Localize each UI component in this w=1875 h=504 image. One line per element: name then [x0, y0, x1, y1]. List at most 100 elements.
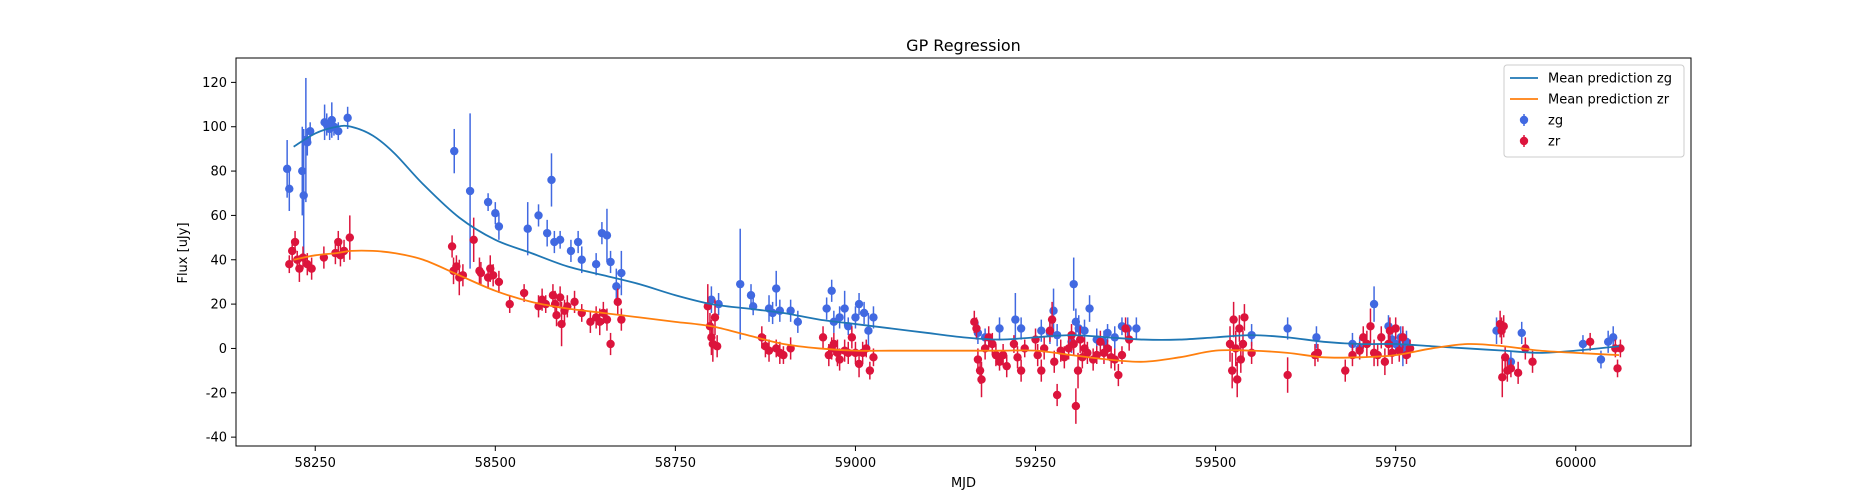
- data-point-zr: [1225, 339, 1235, 349]
- data-point-zg: [450, 146, 459, 156]
- data-point-zr: [1013, 353, 1022, 362]
- data-point-zr: [1506, 364, 1516, 373]
- data-point-zr: [1047, 315, 1057, 324]
- data-point-zr: [988, 339, 997, 349]
- data-point-zr: [287, 246, 297, 256]
- mean-prediction-lines: [293, 124, 1620, 363]
- data-point-zr: [552, 310, 561, 320]
- data-point-zr: [1103, 344, 1112, 353]
- data-point-zr: [1114, 370, 1123, 380]
- data-point-zg: [523, 224, 532, 233]
- data-point-zg: [483, 197, 493, 207]
- x-tick-label: 59750: [1375, 456, 1416, 471]
- data-point-zr: [710, 313, 720, 322]
- data-point-zg: [1080, 326, 1089, 335]
- data-point-zr: [1075, 335, 1085, 344]
- data-point-zr: [1236, 355, 1246, 364]
- data-point-zg: [864, 326, 873, 335]
- data-point-zr: [779, 350, 788, 360]
- data-point-zr: [1073, 366, 1083, 375]
- data-point-zr: [555, 293, 565, 302]
- data-point-zr: [1229, 315, 1238, 324]
- data-point-zg: [617, 268, 626, 278]
- data-point-zr: [991, 350, 1001, 360]
- legend-zg-swatch: [1519, 115, 1529, 125]
- y-tick-label: 100: [202, 120, 227, 135]
- data-point-zg: [282, 164, 292, 174]
- data-point-zg: [1132, 324, 1141, 333]
- data-point-zg: [612, 282, 621, 291]
- data-point-zg: [736, 279, 745, 289]
- data-point-zg: [1016, 324, 1026, 333]
- y-axis-label: Flux [uJy]: [176, 222, 191, 283]
- x-tick-label: 58250: [295, 456, 336, 471]
- data-point-zr: [476, 268, 486, 278]
- data-point-zr: [452, 262, 461, 271]
- data-point-zg: [793, 317, 803, 327]
- data-point-zr: [1233, 375, 1242, 384]
- data-point-zr: [824, 350, 834, 360]
- data-point-zg: [1103, 328, 1112, 338]
- data-point-zr: [1528, 357, 1537, 366]
- data-point-zr: [1377, 333, 1386, 342]
- data-point-zg: [1369, 299, 1379, 309]
- legend-mean-zr-label: Mean prediction zr: [1548, 93, 1670, 108]
- legend-mean-zg-label: Mean prediction zg: [1548, 72, 1672, 87]
- data-point-zr: [548, 291, 558, 300]
- data-point-zr: [1227, 366, 1237, 375]
- data-point-zr: [1366, 322, 1375, 331]
- data-point-zg: [835, 313, 844, 322]
- y-tick-label: 120: [202, 76, 227, 91]
- data-point-zg: [1085, 304, 1094, 313]
- legend: Mean prediction zg Mean prediction zr zg zr: [1503, 64, 1685, 158]
- data-point-zr: [1500, 353, 1510, 362]
- data-point-zr: [1037, 366, 1046, 375]
- data-point-zr: [570, 297, 579, 307]
- data-point-zr: [1398, 333, 1408, 342]
- y-tick-label: 20: [210, 298, 227, 313]
- data-point-zr: [712, 342, 722, 351]
- data-point-zg: [555, 235, 565, 245]
- y-tick-label: 40: [210, 253, 227, 268]
- data-point-zr: [505, 299, 514, 309]
- data-point-zr: [1585, 337, 1595, 346]
- data-point-zr: [595, 317, 604, 327]
- y-tick-label: -40: [206, 431, 227, 446]
- data-point-zr: [818, 333, 828, 342]
- data-point-zg: [334, 126, 343, 136]
- data-point-zr: [1050, 357, 1059, 366]
- data-point-zr: [1083, 348, 1092, 358]
- x-tick-label: 58750: [655, 456, 696, 471]
- data-point-zg: [822, 304, 831, 313]
- data-point-zg: [768, 308, 777, 318]
- data-point-zg: [859, 308, 869, 318]
- data-point-zr: [1009, 339, 1019, 349]
- data-point-zr: [829, 339, 839, 349]
- data-point-zg: [1596, 355, 1606, 364]
- data-point-zr: [295, 264, 304, 273]
- data-point-zr: [319, 253, 329, 262]
- series-zg: [282, 77, 1618, 373]
- data-point-zg: [869, 313, 878, 322]
- data-point-zg: [1049, 306, 1058, 315]
- data-point-zg: [542, 228, 552, 238]
- data-point-zr: [847, 333, 857, 342]
- data-point-zr: [764, 346, 774, 355]
- data-point-zr: [1313, 348, 1323, 358]
- data-point-zr: [486, 264, 495, 273]
- data-point-zr: [334, 237, 343, 247]
- legend-zg-label: zg: [1548, 114, 1563, 129]
- data-point-zg: [786, 306, 795, 315]
- data-point-zr: [1045, 326, 1055, 335]
- data-point-zr: [1380, 357, 1390, 366]
- data-point-zr: [1391, 324, 1400, 333]
- data-point-zr: [1395, 346, 1404, 355]
- data-point-zg: [772, 284, 781, 293]
- chart-title: GP Regression: [906, 36, 1021, 55]
- data-point-zr: [1071, 401, 1081, 411]
- data-point-zr: [1016, 366, 1026, 375]
- data-point-zr: [1069, 339, 1078, 349]
- x-tick-label: 60000: [1555, 456, 1596, 471]
- x-tick-label: 59500: [1195, 456, 1236, 471]
